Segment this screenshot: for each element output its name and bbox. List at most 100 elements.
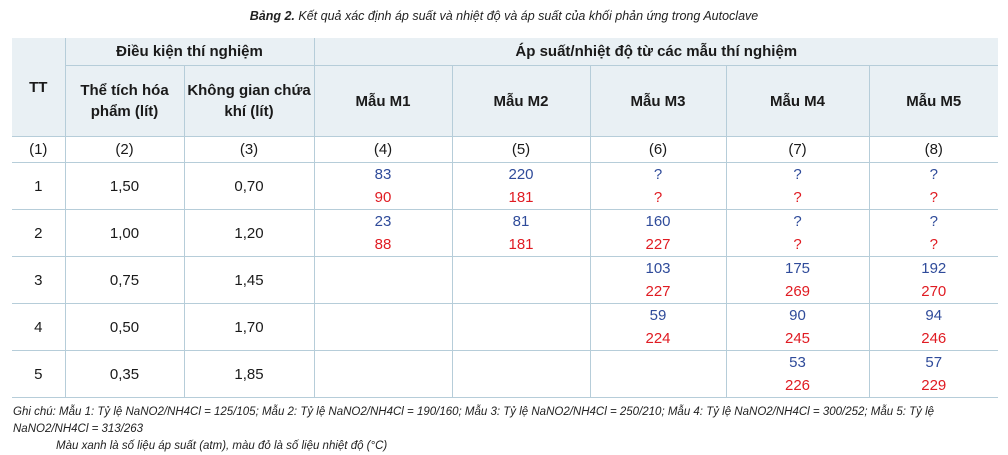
caption-label: Bảng 2.	[249, 9, 295, 23]
pressure-value: 57	[925, 354, 943, 371]
temperature-value: 181	[508, 236, 534, 253]
pressure-value	[453, 351, 590, 374]
sample-cell: ??	[726, 162, 870, 210]
pressure-value	[315, 257, 452, 280]
pressure-value: 59	[649, 307, 667, 324]
temperature-value	[315, 327, 452, 350]
row-space: 1,70	[184, 303, 315, 351]
pressure-value	[591, 351, 726, 374]
index-cell: (7)	[726, 136, 870, 163]
sample-cell	[314, 303, 453, 351]
pressure-value: ?	[929, 166, 938, 183]
pressure-value: 192	[921, 260, 947, 277]
pressure-value: 103	[645, 260, 671, 277]
sample-cell: 81 181	[452, 209, 591, 257]
sample-cell	[452, 350, 591, 398]
sample-cell: ??	[726, 209, 870, 257]
pressure-value: ?	[793, 166, 802, 183]
row-space: 1,85	[184, 350, 315, 398]
pressure-value: 90	[789, 307, 806, 324]
sample-cell	[314, 350, 453, 398]
pressure-value	[453, 304, 590, 327]
temperature-value	[315, 374, 452, 397]
row-tt: 4	[12, 303, 66, 351]
temperature-value	[591, 374, 726, 397]
header-sample-m1: Mẫu M1	[314, 65, 453, 137]
sample-cell: 53 226	[726, 350, 870, 398]
row-volume: 0,35	[65, 350, 185, 398]
table-row: 4 0,50 1,70 59 224 90 245 94 246	[12, 303, 999, 351]
sample-cell: ??	[869, 162, 999, 210]
header-space: Không gian chứa khí (lít)	[184, 65, 315, 137]
table-row: 5 0,35 1,85 53 226 57 229	[12, 350, 999, 398]
table-row: 2 1,00 1,20 23 88 81 181 160 227????	[12, 209, 999, 257]
temperature-value: 229	[921, 377, 947, 394]
table-caption: Bảng 2. Kết quả xác định áp suất và nhiệ…	[0, 9, 1008, 23]
temperature-value: 90	[374, 189, 392, 206]
header-sample-m3: Mẫu M3	[590, 65, 727, 137]
pressure-value: ?	[929, 213, 938, 230]
pressure-value: 160	[645, 213, 671, 230]
header-volume: Thể tích hóa phẩm (lít)	[65, 65, 185, 137]
index-cell: (1)	[12, 136, 66, 163]
footnote: Ghi chú: Mẫu 1: Tỷ lệ NaNO2/NH4Cl = 125/…	[13, 404, 1008, 455]
header-sample-m5: Mẫu M5	[869, 65, 999, 137]
sample-cell	[314, 256, 453, 304]
pressure-value: 23	[374, 213, 392, 230]
index-row: (1) (2) (3) (4) (5) (6) (7) (8)	[12, 136, 999, 163]
header-tt: TT	[12, 38, 66, 137]
sample-cell: 90 245	[726, 303, 870, 351]
footnote-line-2: Màu xanh là số liệu áp suất (atm), màu đ…	[56, 440, 388, 452]
sample-cell	[590, 350, 727, 398]
temperature-value: 245	[784, 330, 811, 347]
temperature-value: ?	[793, 189, 802, 206]
results-table: TT Điều kiện thí nghiệm Áp suất/nhiệt độ…	[12, 38, 999, 398]
row-volume: 1,50	[65, 162, 185, 210]
pressure-value: ?	[653, 166, 663, 183]
temperature-value: 227	[645, 283, 671, 300]
pressure-value: 220	[508, 166, 534, 183]
row-space: 1,20	[184, 209, 315, 257]
header-results: Áp suất/nhiệt độ từ các mẫu thí nghiệm	[314, 38, 999, 66]
temperature-value: 181	[508, 189, 534, 206]
footnote-line-1: Ghi chú: Mẫu 1: Tỷ lệ NaNO2/NH4Cl = 125/…	[13, 406, 935, 435]
pressure-value: ?	[793, 213, 802, 230]
row-volume: 0,75	[65, 256, 185, 304]
index-cell: (5)	[452, 136, 591, 163]
sample-cell: 57 229	[869, 350, 999, 398]
header-conditions: Điều kiện thí nghiệm	[65, 38, 315, 66]
sample-cell: ??	[869, 209, 999, 257]
pressure-value	[453, 257, 590, 280]
sample-cell: 103 227	[590, 256, 727, 304]
temperature-value: ?	[793, 236, 802, 253]
pressure-value: 53	[789, 354, 806, 371]
index-cell: (3)	[184, 136, 315, 163]
pressure-value	[315, 351, 452, 374]
sample-cell: 83 90	[314, 162, 453, 210]
temperature-value	[453, 374, 590, 397]
sample-cell	[452, 303, 591, 351]
table-row: 3 0,75 1,45 103 227 175 269 192 270	[12, 256, 999, 304]
sample-cell: 94 246	[869, 303, 999, 351]
row-tt: 2	[12, 209, 66, 257]
temperature-value: 246	[921, 330, 947, 347]
sample-cell: 59 224	[590, 303, 727, 351]
pressure-value: 83	[374, 166, 392, 183]
temperature-value	[453, 280, 590, 303]
sample-cell: 160 227	[590, 209, 727, 257]
row-tt: 5	[12, 350, 66, 398]
sample-cell: 220 181	[452, 162, 591, 210]
pressure-value: 81	[512, 213, 530, 230]
temperature-value: 224	[645, 330, 671, 347]
temperature-value: 88	[374, 236, 392, 253]
table-row: 1 1,50 0,70 83 90 220 181??????	[12, 162, 999, 210]
index-cell: (2)	[65, 136, 185, 163]
header-sample-m4: Mẫu M4	[726, 65, 870, 137]
index-cell: (6)	[590, 136, 727, 163]
temperature-value: 226	[784, 377, 811, 394]
row-space: 0,70	[184, 162, 315, 210]
row-volume: 1,00	[65, 209, 185, 257]
index-cell: (8)	[869, 136, 999, 163]
temperature-value	[453, 327, 590, 350]
index-cell: (4)	[314, 136, 453, 163]
